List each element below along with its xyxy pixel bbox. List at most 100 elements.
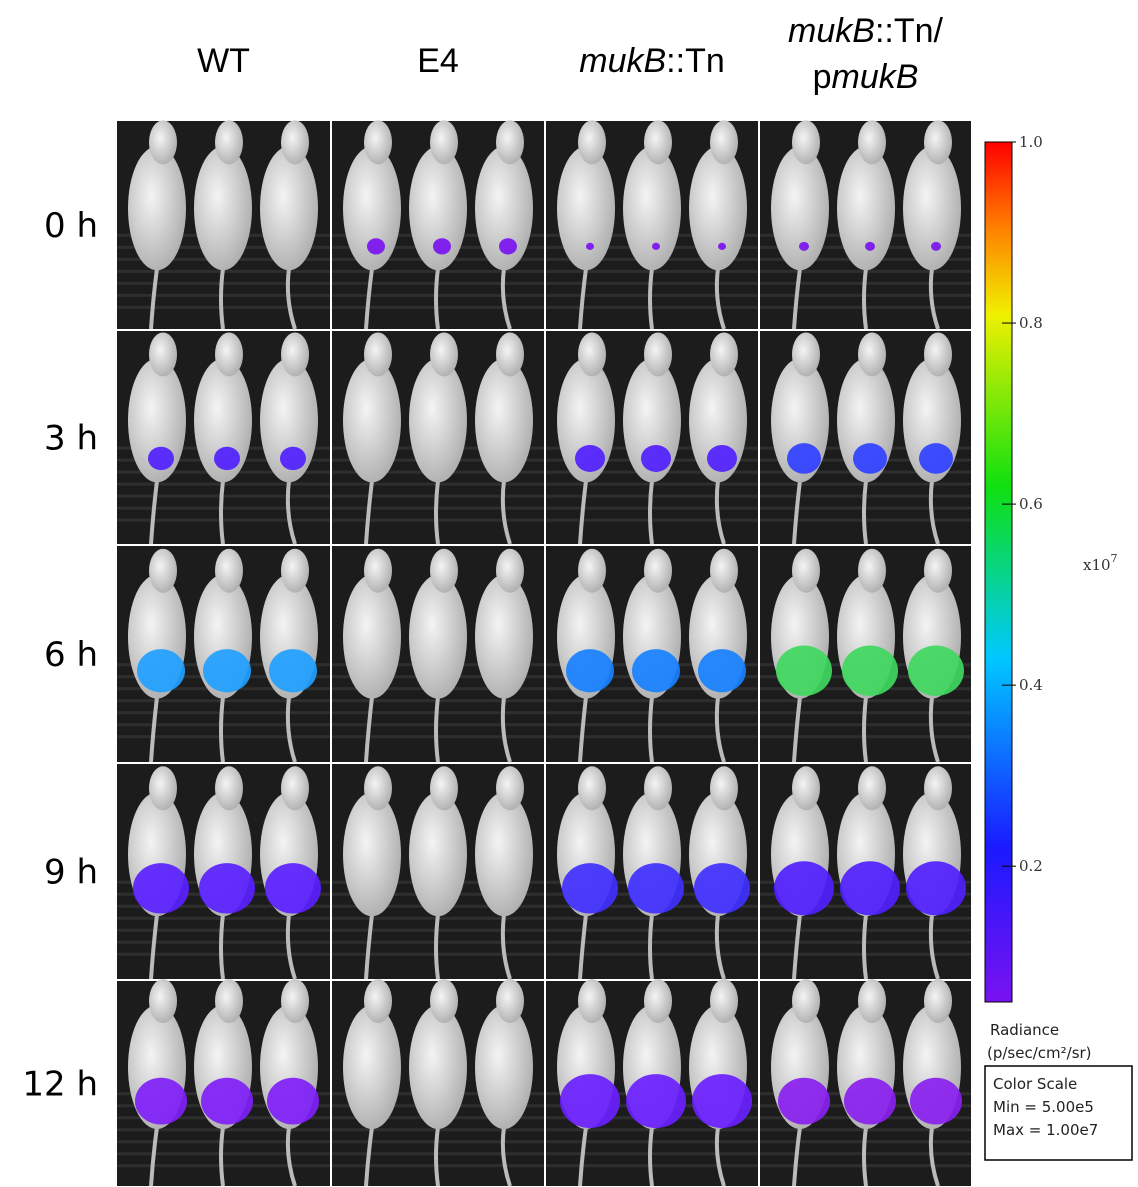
- mouse-tail: [364, 696, 374, 763]
- mouse-head: [578, 766, 606, 811]
- signal: [199, 863, 255, 914]
- mouse-tail: [285, 696, 297, 763]
- row-label: 0 h: [44, 206, 98, 246]
- multiplier-base: x10: [1083, 556, 1111, 574]
- signal: [910, 1077, 962, 1125]
- mouse-tail: [149, 1126, 159, 1187]
- mouse-head: [578, 120, 606, 165]
- signal: [698, 649, 746, 693]
- mouse-tail: [500, 1126, 512, 1187]
- mouse-head: [281, 332, 309, 377]
- mouse-tail: [648, 1126, 654, 1187]
- mouse-tail: [792, 480, 802, 545]
- mouse-tail: [285, 268, 297, 330]
- header-part: ::Tn: [666, 42, 725, 80]
- row-label: 9 h: [44, 853, 98, 893]
- mouse-head: [496, 979, 524, 1024]
- signal: [652, 242, 660, 250]
- signal: [692, 1074, 752, 1129]
- header-part: mukB: [788, 12, 875, 50]
- color-bar: [984, 141, 1013, 1003]
- signal: [718, 242, 726, 250]
- colorbar-tick-label: 0.4: [1019, 676, 1043, 694]
- signal: [133, 863, 189, 914]
- mouse-head: [858, 548, 886, 593]
- signal: [265, 863, 321, 914]
- mouse-tail: [500, 696, 512, 763]
- mouse-body: [343, 358, 401, 483]
- mouse-head: [858, 979, 886, 1024]
- mouse-body: [837, 146, 895, 271]
- mouse-tail: [434, 914, 440, 980]
- mouse-head: [710, 120, 738, 165]
- column-header: WT: [197, 42, 250, 80]
- mouse-head: [644, 332, 672, 377]
- mouse-tail: [149, 914, 159, 980]
- mouse-body: [343, 1005, 401, 1130]
- mouse-body: [194, 146, 252, 271]
- mouse-head: [496, 548, 524, 593]
- mouse-head: [496, 120, 524, 165]
- mouse-tail: [792, 268, 802, 330]
- mouse-tail: [714, 480, 726, 545]
- mouse-head: [215, 332, 243, 377]
- mouse-tail: [928, 1126, 940, 1187]
- mouse-head: [430, 548, 458, 593]
- mouse-tail: [578, 268, 588, 330]
- signal: [641, 444, 671, 472]
- mouse-tail: [500, 480, 512, 545]
- signal: [201, 1077, 253, 1125]
- signal: [787, 443, 821, 474]
- header-part: WT: [197, 42, 250, 80]
- column-header: mukB::Tn: [579, 42, 725, 80]
- mouse-head: [496, 766, 524, 811]
- mouse-tail: [862, 1126, 868, 1187]
- signal: [707, 444, 737, 472]
- mouse-head: [924, 120, 952, 165]
- image-grid: [117, 120, 971, 1187]
- mouse-head: [215, 979, 243, 1024]
- signal: [840, 861, 900, 916]
- signal: [562, 863, 618, 914]
- signal: [214, 446, 240, 471]
- mouse-tail: [434, 1126, 440, 1187]
- header-part: mukB: [579, 42, 666, 80]
- signal: [906, 861, 966, 916]
- mouse-tail: [648, 914, 654, 980]
- column-header: E4: [417, 42, 459, 80]
- signal: [499, 238, 517, 255]
- mouse-head: [578, 979, 606, 1024]
- mouse-head: [215, 120, 243, 165]
- mouse-head: [644, 120, 672, 165]
- mouse-tail: [364, 1126, 374, 1187]
- signal: [566, 649, 614, 693]
- mouse-tail: [219, 1126, 225, 1187]
- mouse-tail: [714, 696, 726, 763]
- mouse-head: [430, 766, 458, 811]
- mouse-body: [260, 146, 318, 271]
- row-label: 3 h: [44, 419, 98, 459]
- mouse-tail: [578, 480, 588, 545]
- mouse-head: [281, 979, 309, 1024]
- header-part: p: [813, 58, 832, 96]
- mouse-body: [409, 358, 467, 483]
- mouse-tail: [219, 696, 225, 763]
- mouse-head: [149, 120, 177, 165]
- mouse-body: [903, 146, 961, 271]
- mouse-head: [858, 766, 886, 811]
- header-part: mukB: [832, 58, 919, 96]
- scale-box-max: Max = 1.00e7: [993, 1121, 1098, 1139]
- colorbar-tick-label: 0.6: [1019, 495, 1043, 513]
- mouse-head: [578, 332, 606, 377]
- signal: [919, 443, 953, 474]
- signal: [203, 649, 251, 693]
- mouse-body: [343, 792, 401, 917]
- mouse-tail: [219, 480, 225, 545]
- mouse-tail: [648, 268, 654, 330]
- signal: [931, 241, 941, 251]
- signal: [148, 446, 174, 471]
- mouse-body: [343, 574, 401, 699]
- mouse-tail: [578, 914, 588, 980]
- signal: [433, 238, 451, 255]
- mouse-body: [475, 1005, 533, 1130]
